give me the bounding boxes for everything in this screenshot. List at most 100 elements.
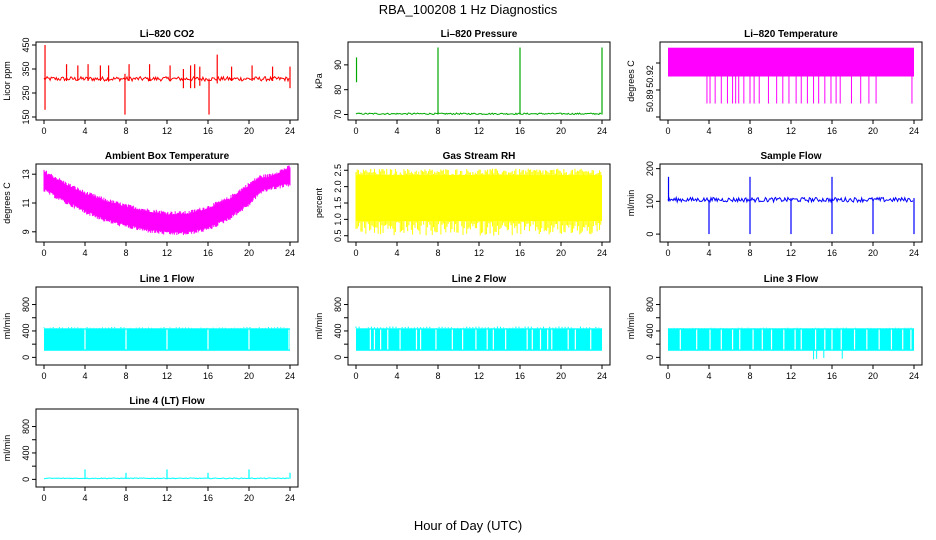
x-tick-label: 4 — [394, 248, 399, 258]
x-tick-label: 8 — [123, 248, 128, 258]
series-10 — [43, 469, 291, 480]
y-tick-label: 2.5 — [333, 164, 343, 177]
y-tick-label: 0.5 — [333, 229, 343, 242]
x-tick-label: 20 — [868, 248, 878, 258]
x-tick-label: 12 — [162, 248, 172, 258]
y-tick-label: 1.5 — [333, 197, 343, 210]
y-axis-label: ml/min — [2, 313, 12, 340]
x-tick-label: 4 — [706, 371, 711, 381]
x-tick-label: 4 — [706, 248, 711, 258]
x-tick-label: 16 — [203, 126, 213, 136]
data-band — [668, 328, 914, 351]
series-2 — [355, 47, 603, 116]
panel-1: Li–820 CO2 0 4 8 12 16 20 24 150 250 350 450 Licor p… — [2, 29, 299, 136]
x-tick-label: 16 — [203, 248, 213, 258]
panel-10: Line 4 (LT) Flow 0 4 8 12 16 20 24 0 400 800 ml/min — [2, 396, 299, 503]
series-3 — [668, 47, 914, 104]
y-tick-label: 800 — [21, 297, 31, 312]
x-tick-label: 8 — [435, 126, 440, 136]
series-9 — [667, 327, 914, 360]
panel-8: Line 2 Flow 0 4 8 12 16 20 24 0 400 800 ml/min — [314, 274, 611, 381]
x-tick-label: 20 — [556, 248, 566, 258]
series-4 — [43, 165, 291, 236]
y-tick-label: 0 — [333, 355, 343, 360]
y-tick-label: 0 — [645, 355, 655, 360]
x-tick-label: 8 — [747, 248, 752, 258]
x-tick-label: 24 — [285, 248, 295, 258]
x-tick-label: 16 — [515, 126, 525, 136]
x-tick-label: 0 — [41, 248, 46, 258]
x-tick-label: 24 — [285, 371, 295, 381]
y-axis-label: ml/min — [314, 313, 324, 340]
series-1 — [43, 45, 291, 115]
x-tick-label: 24 — [285, 126, 295, 136]
panel-title: Li–820 Pressure — [441, 29, 518, 40]
plot-frame — [347, 41, 611, 121]
x-tick-label: 16 — [827, 126, 837, 136]
x-tick-label: 8 — [123, 371, 128, 381]
x-tick-label: 0 — [353, 248, 358, 258]
x-tick-label: 12 — [162, 126, 172, 136]
y-tick-label: 450 — [21, 37, 31, 52]
x-tick-label: 8 — [123, 493, 128, 503]
data-line — [355, 112, 602, 116]
y-tick-label: 200 — [645, 161, 655, 176]
x-tick-label: 20 — [556, 126, 566, 136]
y-tick-label: 800 — [21, 419, 31, 434]
y-tick-label: 150 — [21, 109, 31, 124]
x-tick-label: 4 — [82, 126, 87, 136]
y-tick-label: 80 — [333, 85, 343, 95]
x-tick-label: 0 — [41, 371, 46, 381]
y-tick-label: 50.89 — [645, 90, 655, 113]
series-7 — [43, 327, 290, 351]
x-tick-label: 12 — [474, 126, 484, 136]
data-band — [356, 328, 602, 351]
x-tick-label: 16 — [515, 248, 525, 258]
x-tick-label: 0 — [665, 126, 670, 136]
x-tick-label: 12 — [162, 493, 172, 503]
panel-title: Line 1 Flow — [140, 274, 195, 285]
y-axis-label: degrees C — [2, 182, 12, 224]
x-tick-label: 0 — [353, 126, 358, 136]
panel-5: Gas Stream RH 0 4 8 12 16 20 24 0.5 1.0 1.5 2.0 2.5 p… — [314, 151, 611, 258]
x-tick-label: 16 — [203, 371, 213, 381]
x-axis-label: Hour of Day (UTC) — [413, 518, 523, 533]
series-8 — [355, 326, 602, 351]
x-tick-label: 20 — [868, 126, 878, 136]
y-tick-label: 250 — [21, 85, 31, 100]
data-line — [43, 75, 290, 83]
x-tick-label: 12 — [786, 126, 796, 136]
panel-4: Ambient Box Temperature 0 4 8 12 16 20 24 9 11 13 d… — [2, 151, 299, 258]
x-tick-label: 0 — [665, 248, 670, 258]
y-tick-label: 50.92 — [645, 65, 655, 88]
x-tick-label: 12 — [162, 371, 172, 381]
x-tick-label: 20 — [868, 371, 878, 381]
panel-title: Line 3 Flow — [764, 274, 819, 285]
x-tick-label: 4 — [394, 126, 399, 136]
plot-frame — [659, 286, 923, 366]
panel-title: Li–820 Temperature — [744, 29, 838, 40]
x-tick-label: 0 — [41, 493, 46, 503]
y-axis-label: ml/min — [2, 435, 12, 462]
x-tick-label: 24 — [909, 371, 919, 381]
x-tick-label: 20 — [244, 248, 254, 258]
y-tick-label: 11 — [21, 198, 31, 207]
panel-title: Line 4 (LT) Flow — [129, 396, 205, 407]
x-tick-label: 16 — [515, 371, 525, 381]
y-axis-label: ml/min — [626, 190, 636, 217]
x-tick-label: 16 — [827, 248, 837, 258]
x-tick-label: 24 — [285, 493, 295, 503]
x-tick-label: 0 — [41, 126, 46, 136]
x-tick-label: 4 — [82, 371, 87, 381]
plot-frame — [347, 286, 611, 366]
panel-9: Line 3 Flow 0 4 8 12 16 20 24 0 400 800 ml/min — [626, 274, 923, 381]
x-tick-label: 24 — [909, 248, 919, 258]
y-axis-label: percent — [314, 187, 324, 218]
plot-frame — [35, 41, 299, 121]
x-tick-label: 4 — [706, 126, 711, 136]
y-tick-label: 350 — [21, 61, 31, 76]
panel-7: Line 1 Flow 0 4 8 12 16 20 24 0 400 800 ml/min — [2, 274, 299, 381]
x-tick-label: 4 — [82, 248, 87, 258]
x-tick-label: 16 — [203, 493, 213, 503]
